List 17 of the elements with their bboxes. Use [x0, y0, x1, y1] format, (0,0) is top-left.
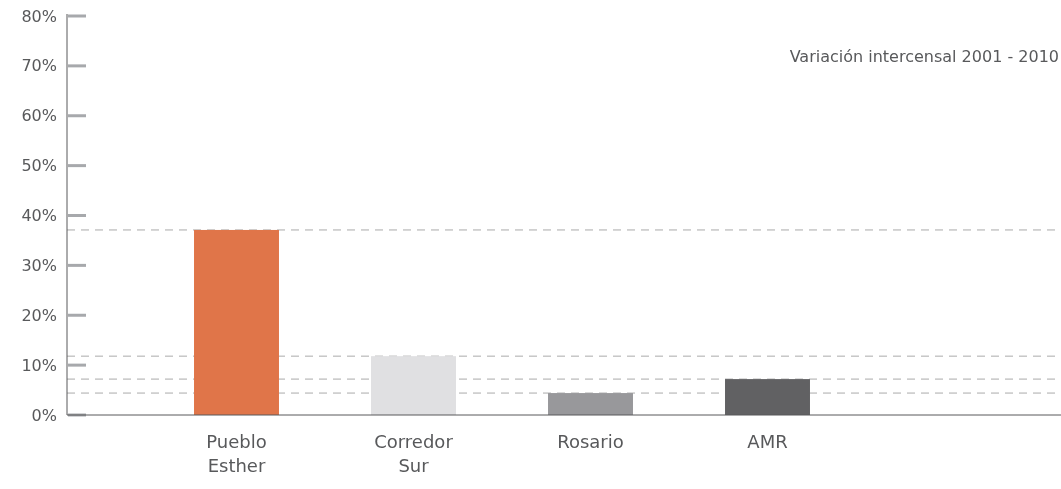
y-tick-label: 80% — [21, 6, 57, 26]
y-tick-label: 30% — [21, 255, 57, 275]
y-tick-label: 50% — [21, 156, 57, 176]
y-tick-label: 70% — [21, 56, 57, 76]
y-tick-label: 60% — [21, 106, 57, 126]
annotation: Variación intercensal 2001 - 2010 — [789, 47, 1059, 66]
bar — [371, 356, 456, 415]
bar — [194, 229, 279, 415]
y-tick-label: 0% — [31, 405, 57, 425]
y-tick-label: 10% — [21, 355, 57, 375]
bar — [548, 393, 633, 415]
x-tick-label: Corredor Sur — [374, 431, 454, 477]
x-tick-label: AMR — [747, 431, 788, 452]
x-tick-label: Pueblo Esther — [206, 431, 267, 477]
x-tick-label: Rosario — [557, 431, 624, 452]
y-tick-label: 20% — [21, 305, 57, 325]
y-tick-label: 40% — [21, 206, 57, 226]
